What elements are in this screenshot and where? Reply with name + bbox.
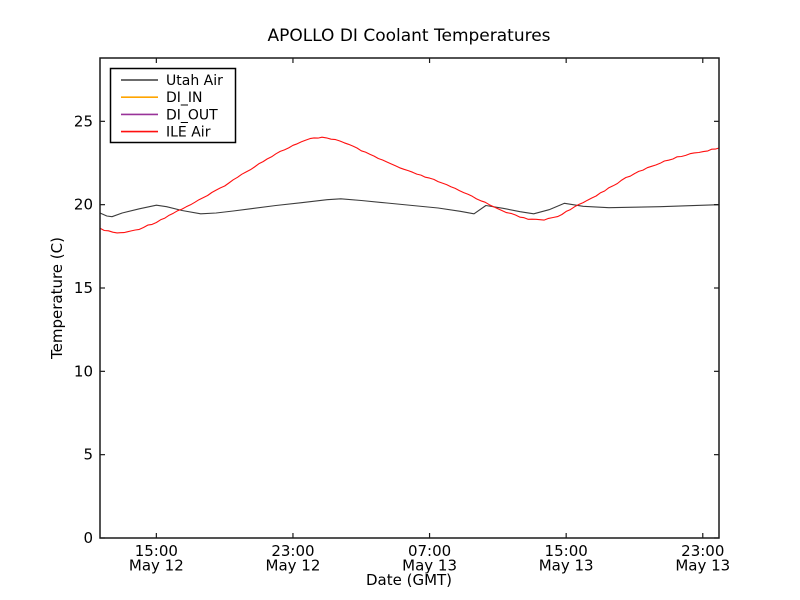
series-group — [99, 136, 720, 234]
x-tick-label-time: 23:00 — [681, 542, 724, 560]
x-tick-label-date: May 12 — [129, 557, 184, 575]
x-tick-label-date: May 12 — [266, 557, 321, 575]
plot-area-border — [99, 57, 720, 539]
x-tick-label-time: 15:00 — [135, 542, 178, 560]
y-tick-label: 5 — [83, 446, 93, 464]
x-tick-label-time: 15:00 — [545, 542, 588, 560]
legend-label: DI_OUT — [166, 107, 218, 123]
legend-box — [109, 67, 237, 144]
y-tick-label: 25 — [74, 112, 93, 130]
y-axis-label: Temperature (C) — [48, 237, 66, 360]
ticks-group — [100, 58, 719, 539]
chart-title: APOLLO DI Coolant Temperatures — [267, 26, 550, 46]
y-tick-label: 20 — [74, 196, 93, 214]
x-tick-label-date: May 13 — [675, 557, 730, 575]
x-tick-label-date: May 13 — [539, 557, 594, 575]
y-tick-label: 0 — [83, 529, 93, 547]
x-tick-label-time: 23:00 — [271, 542, 314, 560]
series-line-utah-air — [99, 198, 720, 218]
series-line-ile-air — [99, 136, 720, 234]
y-tick-label: 15 — [74, 279, 93, 297]
x-tick-label-time: 07:00 — [408, 542, 451, 560]
y-tick-label: 10 — [74, 362, 93, 380]
legend-label: ILE Air — [166, 125, 211, 141]
x-tick-label-date: May 13 — [402, 557, 457, 575]
legend-label: DI_IN — [166, 90, 203, 106]
legend-label: Utah Air — [166, 73, 223, 89]
x-axis-label: Date (GMT) — [366, 571, 452, 589]
